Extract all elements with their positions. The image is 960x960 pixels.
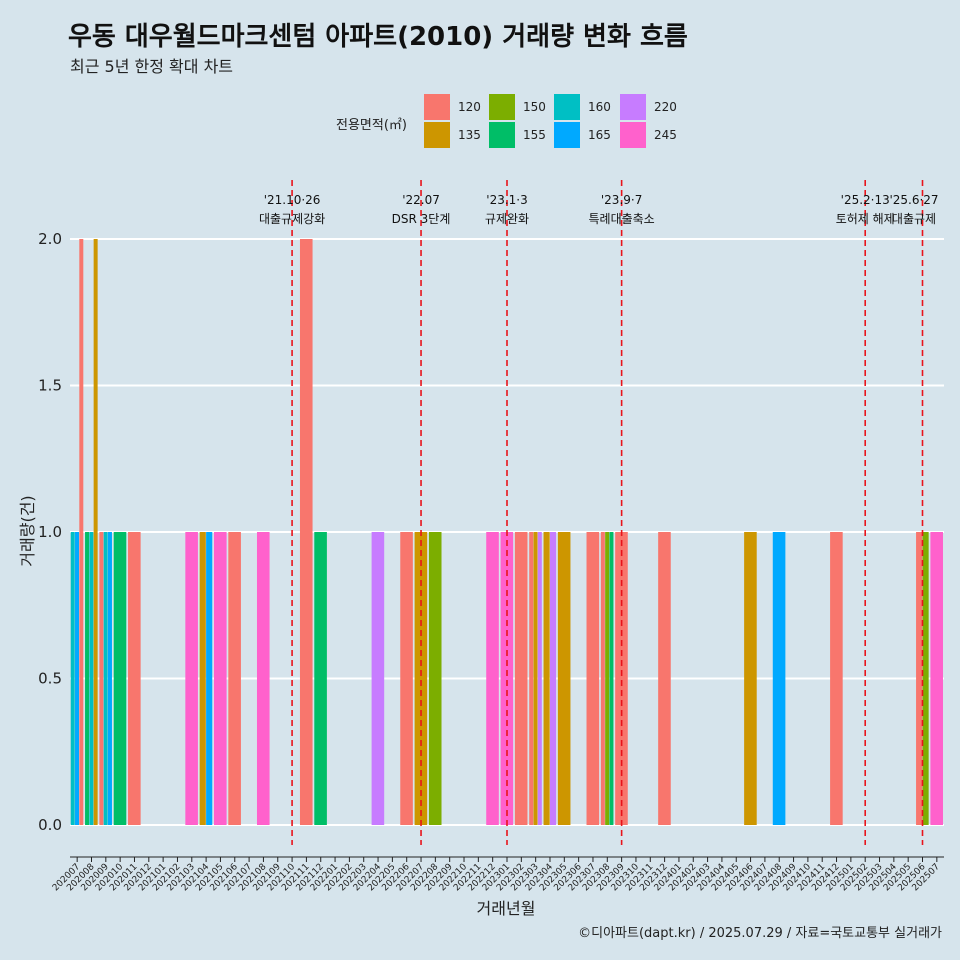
legend-key (424, 94, 450, 120)
legend-label: 155 (523, 128, 546, 142)
event-label: 특례대출축소 (588, 212, 654, 226)
event-label: 대출규제 (892, 212, 936, 226)
legend-label: 120 (458, 100, 481, 114)
legend-item-150: 150 (489, 94, 553, 120)
bar-202104-135 (199, 532, 206, 825)
bar-202206-120 (400, 532, 413, 825)
y-tick-label: 0.0 (38, 816, 62, 834)
bar-202308-120 (600, 532, 605, 825)
legend-key (489, 122, 515, 148)
x-axis-label: 거래년월 (477, 899, 536, 918)
legend-item-155: 155 (489, 122, 553, 148)
bar-202506-120 (916, 532, 923, 825)
bar-202303-135 (533, 532, 538, 825)
legend-item-120: 120 (424, 94, 488, 120)
bar-202308-155 (609, 532, 614, 825)
legend-item-160: 160 (554, 94, 618, 120)
event-date: '23.1·3 (486, 193, 527, 207)
legend-key (620, 122, 646, 148)
bar-202303-220 (537, 532, 542, 825)
event-date: '25.6·27 (889, 193, 938, 207)
bar-202105-245 (213, 532, 227, 825)
legend-label: 165 (588, 128, 611, 142)
bar-202204-220 (371, 532, 385, 825)
event-date: '25.2·13 (841, 193, 890, 207)
legend-label: 245 (654, 128, 677, 142)
event-label: 토허제 해제 (836, 212, 895, 226)
legend-key (554, 94, 580, 120)
bar-202009-165 (107, 532, 112, 825)
bar-202104-165 (206, 532, 213, 825)
event-label: 규제완화 (485, 212, 529, 226)
bar-202008-155 (85, 532, 90, 825)
bar-202412-120 (830, 532, 843, 825)
axes: 0.00.51.01.52.02020072020082020092020102… (38, 230, 944, 893)
bar-202507-245 (930, 532, 943, 825)
y-axis-label: 거래량(건) (18, 495, 37, 566)
y-tick-label: 1.5 (38, 377, 62, 395)
legend-key (554, 122, 580, 148)
legend-item-135: 135 (424, 122, 488, 148)
event-date: '21.10·26 (264, 193, 321, 207)
event-date: '22.07 (402, 193, 440, 207)
bar-202309-120 (615, 532, 628, 825)
bar-202010-155 (113, 532, 127, 825)
y-tick-label: 0.5 (38, 670, 62, 688)
bar-202208-150 (428, 532, 442, 825)
legend-label: 150 (523, 100, 546, 114)
bar-202301-245 (500, 532, 514, 825)
legend-key (489, 94, 515, 120)
legend-item-165: 165 (554, 122, 618, 148)
legend-item-220: 220 (620, 94, 684, 120)
event-label: DSR 3단계 (392, 212, 451, 226)
bar-202007-160 (70, 532, 75, 825)
bar-202111-120 (299, 239, 313, 825)
bar-202212-245 (486, 532, 499, 825)
bar-202304-220 (549, 532, 557, 825)
bar-202305-135 (557, 532, 571, 825)
legend-label: 135 (458, 128, 481, 142)
bar-202009-160 (103, 532, 108, 825)
legend-title: 전용면적(㎡) (336, 118, 407, 133)
y-tick-label: 2.0 (38, 230, 62, 248)
bar-202112-155 (314, 532, 327, 825)
bar-202408-165 (772, 532, 786, 825)
event-markers: '21.10·26 대출규제강화 '22.07 DSR 3단계 '23.1·3 규제완화 '… (259, 180, 939, 845)
bar-202207-135 (414, 532, 428, 825)
bar-202312-120 (658, 532, 671, 825)
bar-202007-165 (75, 532, 80, 825)
legend-item-245: 245 (620, 122, 684, 148)
legend-key (620, 94, 646, 120)
event-date: '23.9·7 (601, 193, 642, 207)
legend-label: 220 (654, 100, 677, 114)
event-label: 대출규제강화 (259, 212, 325, 226)
bar-202011-120 (128, 532, 141, 825)
caption: ©디아파트(dapt.kr) / 2025.07.29 / 자료=국토교통부 실… (578, 926, 942, 941)
bars (70, 239, 943, 825)
bar-202304-135 (543, 532, 550, 825)
bar-202008-135 (93, 239, 98, 825)
bar-202009-120 (99, 532, 104, 825)
bar-202103-245 (185, 532, 198, 825)
chart-title: 우동 대우월드마크센텀 아파트(2010) 거래량 변화 흐름 (68, 22, 688, 52)
bar-202008-160 (89, 532, 94, 825)
bar-202506-150 (922, 532, 929, 825)
bar-202406-135 (744, 532, 757, 825)
bar-202307-120 (586, 532, 600, 825)
bar-202106-120 (228, 532, 241, 825)
legend-key (424, 122, 450, 148)
legend-label: 160 (588, 100, 611, 114)
y-tick-label: 1.0 (38, 523, 62, 541)
chart-subtitle: 최근 5년 한정 확대 차트 (70, 57, 234, 76)
bar-202108-245 (256, 532, 270, 825)
bar-202308-150 (605, 532, 610, 825)
bar-202302-120 (514, 532, 528, 825)
bar-202303-120 (529, 532, 534, 825)
bar-202007-120 (79, 239, 84, 825)
